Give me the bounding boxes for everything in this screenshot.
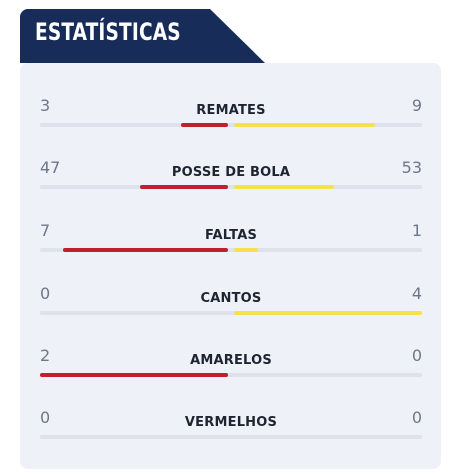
home-bar [181,123,228,127]
home-value: 3 [40,96,51,115]
away-bar [234,123,375,127]
stat-row-amarelos: 2 AMARELOS 0 [40,346,422,386]
away-bar [234,311,422,315]
home-value: 2 [40,346,51,365]
home-bar [63,248,228,252]
home-bar [140,185,228,189]
home-value: 47 [40,158,61,177]
stats-card [20,63,441,469]
stat-row-posse-de-bola: 47 POSSE DE BOLA 53 [40,158,422,198]
stat-label: POSSE DE BOLA [171,165,291,180]
away-value: 1 [411,221,422,240]
away-value: 9 [411,96,422,115]
home-bar [40,373,228,377]
stat-track [40,185,422,189]
stat-row-faltas: 7 FALTAS 1 [40,221,422,261]
stat-track [40,311,422,315]
stat-label: REMATES [196,103,266,118]
away-value: 0 [411,346,422,365]
stat-row-remates: 3 REMATES 9 [40,96,422,136]
away-bar [234,185,334,189]
away-value: 0 [411,408,422,427]
away-value: 53 [401,158,422,177]
stat-label: AMARELOS [190,353,272,368]
stat-track [40,435,422,439]
stat-track [40,373,422,377]
home-value: 0 [40,284,51,303]
stat-track [40,248,422,252]
home-value: 7 [40,221,51,240]
home-value: 0 [40,408,51,427]
stat-label: CANTOS [200,291,262,306]
away-value: 4 [411,284,422,303]
stat-row-vermelhos: 0 VERMELHOS 0 [40,408,422,448]
stat-track [40,123,422,127]
stat-label: FALTAS [204,228,258,243]
stat-label: VERMELHOS [184,415,278,430]
page-title: ESTATÍSTICAS [35,18,181,46]
away-bar [234,248,258,252]
stat-row-cantos: 0 CANTOS 4 [40,284,422,324]
